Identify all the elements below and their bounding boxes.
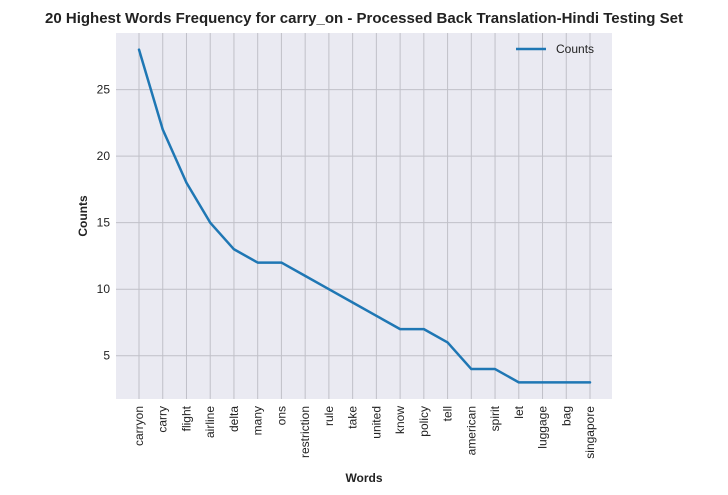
data-point (541, 381, 544, 384)
data-point (589, 381, 591, 384)
grid (116, 33, 612, 399)
chart-title: 20 Highest Words Frequency for carry_on … (45, 10, 683, 27)
x-tick-label: spirit (488, 405, 502, 431)
data-point (304, 274, 307, 277)
data-point (399, 328, 402, 331)
y-tick-label: 25 (97, 83, 111, 97)
data-point (375, 314, 378, 317)
x-tick-label: know (393, 406, 407, 434)
x-tick-label: many (251, 406, 265, 435)
data-point (209, 221, 212, 224)
x-tick-label: singapore (583, 406, 597, 459)
legend: Counts (516, 42, 594, 56)
y-axis-ticks: 5 10 15 20 25 (97, 83, 111, 363)
x-tick-label: let (512, 405, 526, 418)
data-point (232, 248, 235, 251)
x-axis-ticks: carryon carry flight airline delta many ons res… (132, 405, 597, 458)
y-tick-label: 10 (97, 282, 111, 296)
y-axis-label: Counts (76, 195, 90, 237)
series-line (137, 48, 592, 384)
data-point (185, 181, 188, 184)
x-tick-label: ons (274, 406, 288, 425)
y-tick-label: 5 (103, 349, 110, 363)
y-tick-label: 15 (97, 216, 111, 230)
x-tick-label: rule (322, 406, 336, 426)
x-tick-label: american (464, 406, 478, 455)
data-point (161, 128, 164, 131)
plot-area (116, 33, 612, 399)
data-point (517, 381, 520, 384)
x-tick-label: delta (227, 406, 241, 432)
y-tick-label: 20 (97, 149, 111, 163)
data-point (422, 328, 425, 331)
x-tick-label: restriction (298, 406, 312, 458)
data-point (565, 381, 568, 384)
data-point (351, 301, 354, 304)
data-point (256, 261, 259, 264)
x-tick-label: tell (441, 406, 455, 421)
x-tick-label: united (369, 406, 383, 439)
x-axis-label: Words (345, 471, 382, 485)
x-tick-label: carryon (132, 406, 146, 446)
data-point (470, 368, 473, 371)
series-group (137, 48, 592, 384)
data-point (138, 48, 140, 51)
data-point (280, 261, 283, 264)
data-point (327, 288, 330, 291)
x-tick-label: bag (559, 406, 573, 426)
x-tick-label: carry (156, 406, 170, 433)
x-tick-label: flight (179, 405, 193, 431)
data-point (446, 341, 449, 344)
legend-label: Counts (556, 42, 594, 56)
x-tick-label: airline (203, 406, 217, 438)
data-point (494, 368, 497, 371)
x-tick-label: take (346, 406, 360, 429)
x-tick-label: luggage (536, 406, 550, 449)
x-tick-label: policy (417, 406, 431, 437)
